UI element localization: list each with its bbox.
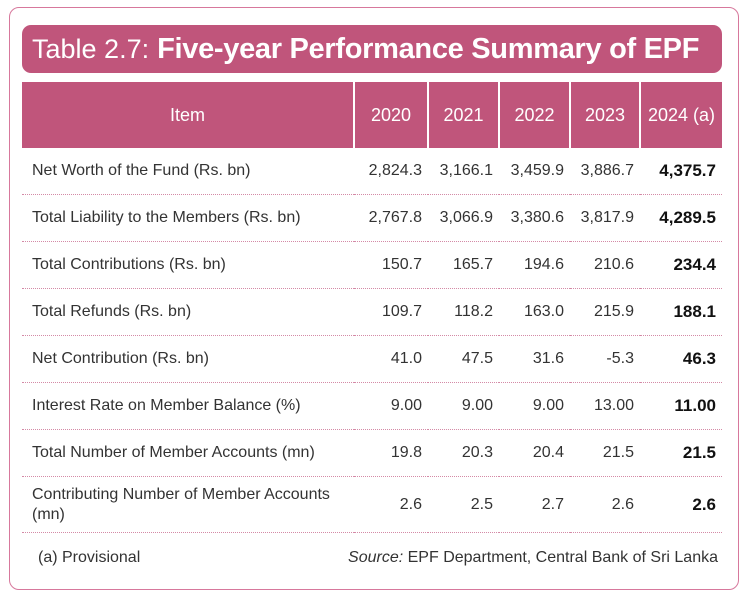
source-note: Source: EPF Department, Central Bank of … <box>348 549 718 567</box>
cell-value: 4,375.7 <box>640 148 722 195</box>
table-title: Table 2.7: Five-year Performance Summary… <box>22 25 722 73</box>
cell-value: 210.6 <box>570 241 640 289</box>
row-label: Total Refunds (Rs. bn) <box>22 288 354 336</box>
table-row: Total Number of Member Accounts (mn) 19.8… <box>22 429 722 477</box>
cell-value: 47.5 <box>428 335 499 383</box>
table-row: Total Refunds (Rs. bn) 109.7 118.2 163.0 215… <box>22 288 722 336</box>
cell-value: 21.5 <box>640 429 722 477</box>
performance-table: Item 2020 2021 2022 2023 2024 (a) Net Worth o… <box>22 82 722 533</box>
cell-value: 20.3 <box>428 429 499 477</box>
cell-value: 3,817.9 <box>570 194 640 242</box>
cell-value: 20.4 <box>499 429 570 477</box>
cell-value: 2.6 <box>570 476 640 533</box>
row-label: Contributing Number of Member Accounts (… <box>22 476 354 533</box>
table-number: Table 2.7: <box>32 33 150 64</box>
cell-value: 21.5 <box>570 429 640 477</box>
source-text: EPF Department, Central Bank of Sri Lank… <box>407 549 718 566</box>
cell-value: 2.6 <box>640 476 722 533</box>
cell-value: 2.6 <box>354 476 428 533</box>
cell-value: 109.7 <box>354 288 428 336</box>
cell-value: 163.0 <box>499 288 570 336</box>
cell-value: 19.8 <box>354 429 428 477</box>
cell-value: -5.3 <box>570 335 640 383</box>
cell-value: 11.00 <box>640 382 722 430</box>
cell-value: 2,767.8 <box>354 194 428 242</box>
cell-value: 46.3 <box>640 335 722 383</box>
source-label: Source: <box>348 549 404 566</box>
table-row: Total Contributions (Rs. bn) 150.7 165.7 19… <box>22 241 722 289</box>
row-label: Net Contribution (Rs. bn) <box>22 335 354 383</box>
cell-value: 3,166.1 <box>428 148 499 195</box>
cell-value: 150.7 <box>354 241 428 289</box>
cell-value: 2.7 <box>499 476 570 533</box>
cell-value: 9.00 <box>354 382 428 430</box>
cell-value: 194.6 <box>499 241 570 289</box>
cell-value: 3,380.6 <box>499 194 570 242</box>
table-row: Net Contribution (Rs. bn) 41.0 47.5 31.6 -5.… <box>22 335 722 383</box>
cell-value: 2,824.3 <box>354 148 428 195</box>
row-label: Net Worth of the Fund (Rs. bn) <box>22 148 354 195</box>
row-label: Interest Rate on Member Balance (%) <box>22 382 354 430</box>
table-title-text: Five-year Performance Summary of EPF <box>157 32 700 65</box>
row-label: Total Number of Member Accounts (mn) <box>22 429 354 477</box>
cell-value: 2.5 <box>428 476 499 533</box>
cell-value: 9.00 <box>428 382 499 430</box>
cell-value: 9.00 <box>499 382 570 430</box>
column-header: 2021 <box>427 82 499 148</box>
cell-value: 31.6 <box>499 335 570 383</box>
cell-value: 188.1 <box>640 288 722 336</box>
header-row: Item 2020 2021 2022 2023 2024 (a) <box>22 82 722 148</box>
cell-value: 4,289.5 <box>640 194 722 242</box>
table-row: Contributing Number of Member Accounts (… <box>22 476 722 533</box>
table-row: Total Liability to the Members (Rs. bn) 2… <box>22 194 722 242</box>
column-header: 2022 <box>498 82 570 148</box>
column-header: 2024 (a) <box>639 82 722 148</box>
cell-value: 3,459.9 <box>499 148 570 195</box>
cell-value: 13.00 <box>570 382 640 430</box>
column-header: Item <box>22 82 354 148</box>
row-label: Total Contributions (Rs. bn) <box>22 241 354 289</box>
cell-value: 165.7 <box>428 241 499 289</box>
footnote: (a) Provisional <box>38 549 141 566</box>
column-header: 2020 <box>353 82 428 148</box>
row-label: Total Liability to the Members (Rs. bn) <box>22 194 354 242</box>
table-row: Interest Rate on Member Balance (%) 9.00 9… <box>22 382 722 430</box>
column-header: 2023 <box>569 82 640 148</box>
cell-value: 41.0 <box>354 335 428 383</box>
table-row: Net Worth of the Fund (Rs. bn) 2,824.3 3,1… <box>22 148 722 195</box>
cell-value: 3,066.9 <box>428 194 499 242</box>
cell-value: 234.4 <box>640 241 722 289</box>
cell-value: 3,886.7 <box>570 148 640 195</box>
table-frame <box>9 7 739 590</box>
cell-value: 118.2 <box>428 288 499 336</box>
cell-value: 215.9 <box>570 288 640 336</box>
